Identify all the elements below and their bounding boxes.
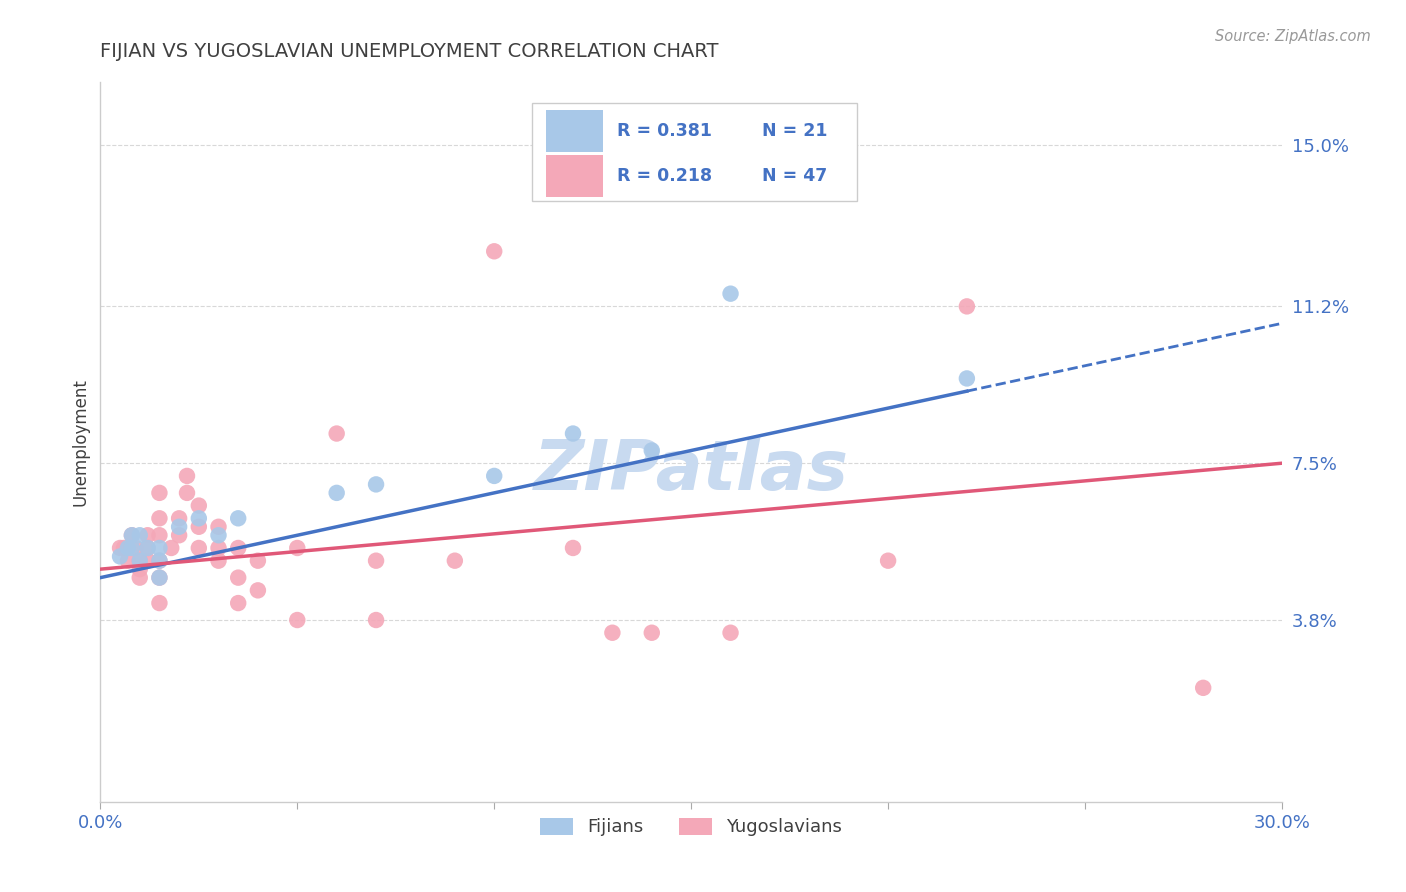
Point — [187, 511, 209, 525]
Point — [207, 520, 229, 534]
Point — [167, 528, 190, 542]
Point — [720, 286, 742, 301]
Text: R = 0.218: R = 0.218 — [617, 168, 711, 186]
Point — [325, 426, 347, 441]
Point — [443, 554, 465, 568]
Point — [484, 244, 506, 259]
Point — [136, 528, 159, 542]
Point — [117, 554, 139, 568]
Y-axis label: Unemployment: Unemployment — [72, 378, 89, 506]
Point — [207, 541, 229, 555]
FancyBboxPatch shape — [546, 155, 603, 197]
Point — [956, 299, 979, 313]
Point — [148, 511, 170, 525]
Point — [128, 528, 150, 542]
Point — [207, 554, 229, 568]
Point — [246, 583, 269, 598]
Point — [136, 541, 159, 555]
Point — [167, 520, 190, 534]
Point — [246, 554, 269, 568]
Point — [602, 625, 624, 640]
Point — [148, 596, 170, 610]
Point — [956, 371, 979, 385]
Point — [562, 426, 585, 441]
Text: ZIPatlas: ZIPatlas — [534, 437, 849, 504]
Point — [108, 549, 131, 564]
Point — [641, 625, 664, 640]
Point — [136, 541, 159, 555]
Point — [136, 554, 159, 568]
Point — [1192, 681, 1215, 695]
Point — [160, 541, 183, 555]
Text: N = 47: N = 47 — [762, 168, 827, 186]
Point — [187, 499, 209, 513]
Point — [108, 541, 131, 555]
Point — [364, 554, 387, 568]
Point — [176, 469, 198, 483]
Point — [484, 469, 506, 483]
Point — [187, 541, 209, 555]
Text: FIJIAN VS YUGOSLAVIAN UNEMPLOYMENT CORRELATION CHART: FIJIAN VS YUGOSLAVIAN UNEMPLOYMENT CORRE… — [100, 42, 718, 61]
Text: Source: ZipAtlas.com: Source: ZipAtlas.com — [1215, 29, 1371, 45]
Point — [226, 541, 249, 555]
Point — [641, 443, 664, 458]
Point — [121, 541, 143, 555]
Point — [121, 528, 143, 542]
Point — [125, 541, 148, 555]
Point — [128, 571, 150, 585]
Text: R = 0.381: R = 0.381 — [617, 121, 711, 140]
Point — [128, 554, 150, 568]
Point — [148, 554, 170, 568]
Point — [187, 520, 209, 534]
Point — [148, 528, 170, 542]
Point — [226, 571, 249, 585]
Legend: Fijians, Yugoslavians: Fijians, Yugoslavians — [533, 811, 849, 844]
Point — [128, 562, 150, 576]
Point — [720, 625, 742, 640]
Point — [285, 613, 308, 627]
Point — [364, 477, 387, 491]
Point — [562, 541, 585, 555]
Point — [148, 486, 170, 500]
Point — [148, 541, 170, 555]
Point — [877, 554, 900, 568]
Point — [112, 541, 135, 555]
Point — [148, 571, 170, 585]
Point — [148, 554, 170, 568]
Point — [128, 554, 150, 568]
Point — [167, 511, 190, 525]
Point — [364, 613, 387, 627]
Point — [285, 541, 308, 555]
Point — [325, 486, 347, 500]
Point — [117, 541, 139, 555]
Text: N = 21: N = 21 — [762, 121, 828, 140]
Point — [226, 511, 249, 525]
FancyBboxPatch shape — [546, 110, 603, 152]
Point — [121, 528, 143, 542]
Point — [176, 486, 198, 500]
Point — [148, 571, 170, 585]
Point — [207, 528, 229, 542]
Point — [226, 596, 249, 610]
FancyBboxPatch shape — [531, 103, 856, 201]
